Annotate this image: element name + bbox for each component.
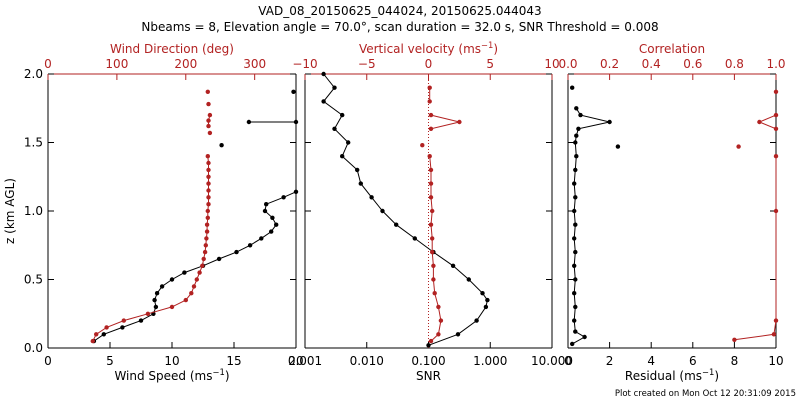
series-line <box>571 108 610 345</box>
y-tick-label: 0.5 <box>24 273 43 287</box>
plot-footer: Plot created on Mon Oct 12 20:31:09 2015 <box>615 389 796 399</box>
x-tick-label: 0.001 <box>288 354 322 368</box>
series-1 <box>91 89 299 344</box>
top-tick-label: 0.8 <box>725 57 744 71</box>
top-tick-label: 100 <box>105 57 128 71</box>
data-point <box>205 89 210 95</box>
data-point <box>773 89 779 95</box>
x-tick-label: 1.000 <box>473 354 507 368</box>
x-tick-label: 10.000 <box>531 354 573 368</box>
x-tick-label: 2 <box>606 354 614 368</box>
top-tick-label: 1.0 <box>766 57 785 71</box>
x-tick-label: 0 <box>564 354 572 368</box>
x-axis-label: SNR <box>416 369 441 383</box>
top-tick-label: 0.4 <box>642 57 661 71</box>
top-tick-label: 10 <box>544 57 559 71</box>
x-tick-label: 15 <box>226 354 241 368</box>
x-tick-label: 4 <box>647 354 655 368</box>
data-point <box>206 123 211 129</box>
chart-panel-2: 0.001 0.010 0.100 1.000 10.000 SNR −10 −5 0 5 10 Ve… <box>288 40 573 383</box>
data-point <box>420 143 425 148</box>
x-tick-label: 0.100 <box>411 354 445 368</box>
chart-panel-1: 0.0 0.5 1.0 1.5 2.0 z (km AGL) 0 5 10 15 20 Wind Sp… <box>3 42 304 383</box>
x-tick-label: 5 <box>106 354 114 368</box>
top-tick-label: 5 <box>486 57 494 71</box>
y-tick-label: 1.0 <box>24 204 43 218</box>
series-line <box>429 156 442 342</box>
data-point <box>207 130 213 136</box>
top-tick-label: −10 <box>292 57 317 71</box>
x-tick-label: 0.010 <box>350 354 384 368</box>
x-tick-label: 0 <box>44 354 52 368</box>
top-axis-label: Wind Direction (deg) <box>110 42 234 56</box>
data-point <box>570 85 575 90</box>
data-point <box>219 143 224 148</box>
x-axis-label: Wind Speed (ms−1) <box>114 367 229 383</box>
top-axis-label: Correlation <box>639 42 705 56</box>
figure-title-line2: Nbeams = 8, Elevation angle = 70.0°, sca… <box>141 20 658 34</box>
series-line <box>322 73 488 346</box>
x-tick-label: 10 <box>768 354 783 368</box>
top-tick-label: 0 <box>425 57 433 71</box>
top-tick-label: 200 <box>174 57 197 71</box>
series-line <box>208 114 211 127</box>
data-point <box>427 99 432 104</box>
top-tick-label: −5 <box>358 57 376 71</box>
y-tick-label: 1.5 <box>24 136 43 150</box>
top-tick-label: 300 <box>243 57 266 71</box>
series-2 <box>420 85 462 344</box>
series-line <box>734 156 777 341</box>
x-tick-label: 20 <box>288 354 303 368</box>
series-1 <box>570 85 621 347</box>
x-tick-label: 8 <box>731 354 739 368</box>
top-tick-label: 0 <box>44 57 52 71</box>
top-tick-label: 0.6 <box>683 57 702 71</box>
data-point <box>291 89 296 95</box>
data-point <box>736 144 741 149</box>
x-axis-label: Residual (ms−1) <box>625 367 719 383</box>
x-tick-label: 6 <box>689 354 697 368</box>
y-tick-label: 0.0 <box>24 341 43 355</box>
series-1 <box>321 71 490 348</box>
series-line <box>430 114 460 130</box>
series-line <box>758 114 777 130</box>
series-2 <box>90 89 213 344</box>
data-point <box>206 101 211 107</box>
top-tick-label: 0.2 <box>600 57 619 71</box>
y-axis-label: z (km AGL) <box>3 178 17 244</box>
top-axis-label: Vertical velocity (ms−1) <box>359 40 498 56</box>
figure-title-line1: VAD_08_20150625_044024, 20150625.044043 <box>258 4 541 18</box>
top-tick-label: 0.0 <box>558 57 577 71</box>
series-2 <box>732 89 779 342</box>
chart-panel-3: 0 2 4 6 8 10 Residual (ms−1) 0.0 0.2 0.4 0.6 0.8 1.0… <box>558 42 785 383</box>
y-tick-label: 2.0 <box>24 67 43 81</box>
data-point <box>615 144 621 149</box>
x-tick-label: 10 <box>164 354 179 368</box>
series-line <box>92 156 209 342</box>
